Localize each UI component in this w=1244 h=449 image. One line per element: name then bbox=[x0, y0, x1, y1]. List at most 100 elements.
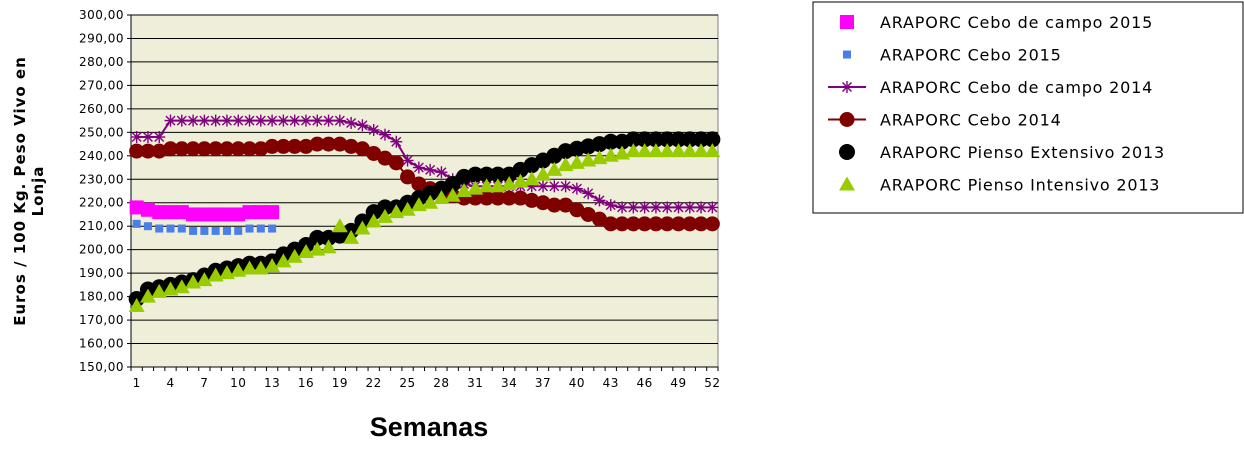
data-point bbox=[333, 114, 346, 127]
data-point bbox=[580, 206, 596, 222]
data-point bbox=[209, 114, 222, 127]
data-point bbox=[128, 297, 145, 312]
data-point bbox=[490, 190, 506, 206]
data-point bbox=[253, 205, 268, 220]
data-point bbox=[647, 143, 664, 158]
data-point bbox=[683, 201, 696, 214]
y-tick-label: 270,00 bbox=[79, 78, 124, 92]
x-tick-label: 19 bbox=[332, 376, 348, 390]
y-tick-label: 240,00 bbox=[79, 149, 124, 163]
data-point bbox=[231, 207, 246, 222]
data-point bbox=[151, 143, 167, 159]
data-point bbox=[198, 114, 211, 127]
data-point bbox=[614, 216, 630, 232]
x-tick-label: 40 bbox=[569, 376, 585, 390]
data-point bbox=[422, 194, 439, 209]
x-tick-label: 22 bbox=[366, 376, 382, 390]
data-point bbox=[377, 150, 393, 166]
legend-label: ARAPORC Pienso Intensivo 2013 bbox=[880, 176, 1160, 195]
y-tick-label: 300,00 bbox=[79, 8, 124, 22]
data-point bbox=[681, 143, 698, 158]
data-point bbox=[208, 207, 223, 222]
x-tick-label: 4 bbox=[166, 376, 174, 390]
x-tick-label: 10 bbox=[230, 376, 246, 390]
data-point bbox=[220, 114, 233, 127]
legend-item: ARAPORC Cebo 2014 bbox=[828, 111, 1061, 130]
data-point bbox=[570, 182, 583, 195]
data-point bbox=[242, 205, 257, 220]
data-point bbox=[200, 226, 209, 235]
data-point bbox=[268, 224, 277, 233]
data-point bbox=[196, 272, 213, 287]
y-tick-label: 180,00 bbox=[79, 290, 124, 304]
series-2 bbox=[132, 219, 277, 235]
y-tick-label: 250,00 bbox=[79, 125, 124, 139]
x-tick-label: 46 bbox=[636, 376, 652, 390]
data-point bbox=[155, 224, 164, 233]
data-point bbox=[256, 224, 265, 233]
data-point bbox=[173, 279, 190, 294]
data-point bbox=[401, 154, 414, 167]
legend-marker bbox=[843, 50, 851, 59]
data-point bbox=[535, 166, 552, 181]
series-4 bbox=[129, 136, 720, 232]
data-point bbox=[189, 226, 198, 235]
data-point bbox=[378, 128, 391, 141]
data-point bbox=[288, 114, 301, 127]
data-point bbox=[627, 201, 640, 214]
data-point bbox=[186, 207, 201, 222]
data-point bbox=[275, 138, 291, 154]
data-point bbox=[354, 141, 370, 157]
x-tick-label: 52 bbox=[704, 376, 720, 390]
data-point bbox=[706, 201, 719, 214]
data-point bbox=[266, 114, 279, 127]
data-point bbox=[197, 207, 212, 222]
data-point bbox=[670, 143, 687, 158]
data-point bbox=[166, 224, 175, 233]
data-point bbox=[444, 187, 461, 202]
x-tick-label: 28 bbox=[433, 376, 449, 390]
y-tick-label: 230,00 bbox=[79, 172, 124, 186]
data-point bbox=[132, 219, 141, 228]
legend-marker bbox=[841, 81, 853, 93]
data-point bbox=[672, 201, 685, 214]
legend-item: ARAPORC Pienso Extensivo 2013 bbox=[839, 143, 1164, 162]
x-tick-label: 37 bbox=[535, 376, 551, 390]
legend-item: ARAPORC Pienso Intensivo 2013 bbox=[839, 176, 1160, 195]
data-point bbox=[603, 216, 619, 232]
x-tick-label: 25 bbox=[399, 376, 415, 390]
data-point bbox=[264, 258, 281, 273]
y-tick-label: 220,00 bbox=[79, 196, 124, 210]
data-point bbox=[682, 216, 698, 232]
data-point bbox=[275, 253, 292, 268]
data-point bbox=[546, 161, 563, 176]
y-tick-label: 290,00 bbox=[79, 31, 124, 45]
data-point bbox=[163, 141, 179, 157]
legend-item: ARAPORC Cebo 2015 bbox=[843, 46, 1061, 65]
data-point bbox=[558, 197, 574, 213]
data-point bbox=[424, 163, 437, 176]
data-point bbox=[537, 180, 550, 193]
data-point bbox=[546, 197, 562, 213]
data-point bbox=[478, 166, 495, 183]
data-point bbox=[354, 220, 371, 235]
data-point bbox=[638, 201, 651, 214]
data-point bbox=[254, 114, 267, 127]
data-point bbox=[582, 187, 595, 200]
data-point bbox=[140, 202, 155, 217]
data-point bbox=[661, 201, 674, 214]
data-point bbox=[704, 131, 721, 148]
data-point bbox=[593, 194, 606, 207]
data-point bbox=[331, 218, 348, 233]
y-tick-label: 200,00 bbox=[79, 243, 124, 257]
y-tick-label: 280,00 bbox=[79, 55, 124, 69]
x-tick-label: 7 bbox=[200, 376, 208, 390]
data-point bbox=[219, 141, 235, 157]
data-point bbox=[174, 141, 190, 157]
data-point bbox=[636, 143, 653, 158]
y-tick-label: 170,00 bbox=[79, 313, 124, 327]
data-point bbox=[211, 226, 220, 235]
data-point bbox=[332, 136, 348, 152]
data-point bbox=[390, 135, 403, 148]
data-point bbox=[376, 199, 393, 216]
